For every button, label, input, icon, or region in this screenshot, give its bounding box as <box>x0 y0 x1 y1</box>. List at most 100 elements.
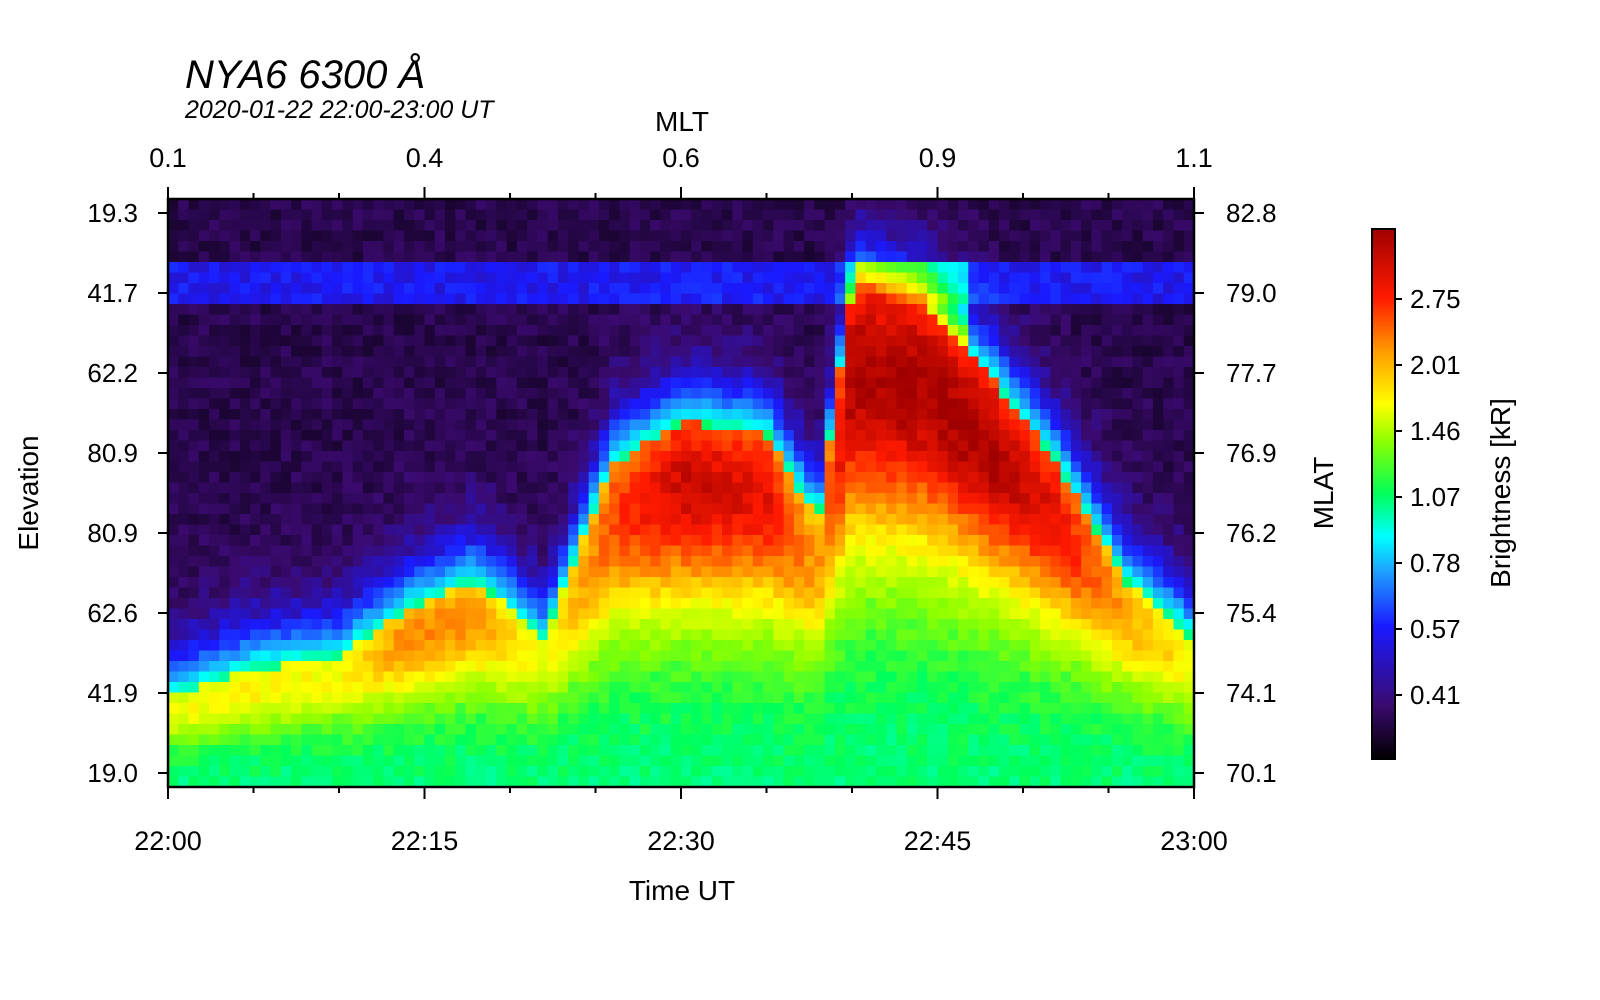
heatmap-cell <box>855 587 867 599</box>
heatmap-cell <box>814 220 826 232</box>
heatmap-cell <box>1029 314 1041 326</box>
heatmap-cell <box>824 776 836 788</box>
heatmap-cell <box>373 629 385 641</box>
heatmap-cell <box>598 535 610 547</box>
heatmap-cell <box>475 251 487 263</box>
heatmap-cell <box>250 451 261 463</box>
heatmap-cell <box>968 493 980 505</box>
heatmap-cell <box>886 220 898 232</box>
heatmap-cell <box>362 241 374 253</box>
heatmap-cell <box>988 682 1000 694</box>
heatmap-cell <box>403 608 415 620</box>
heatmap-cell <box>342 745 354 757</box>
heatmap-cell <box>434 367 446 379</box>
heatmap-cell <box>629 755 641 767</box>
heatmap-cell <box>229 703 241 715</box>
heatmap-cell <box>670 577 682 589</box>
heatmap-cell <box>886 209 898 221</box>
heatmap-cell <box>752 272 764 284</box>
heatmap-cell <box>1060 262 1072 274</box>
heatmap-cell <box>516 755 528 767</box>
heatmap-cell <box>691 650 703 662</box>
heatmap-cell <box>424 409 436 421</box>
heatmap-cell <box>260 524 272 536</box>
heatmap-cell <box>845 325 857 337</box>
heatmap-cell <box>1060 241 1072 253</box>
heatmap-cell <box>639 556 651 568</box>
heatmap-cell <box>516 629 528 641</box>
heatmap-cell <box>229 409 241 421</box>
heatmap-cell <box>875 598 887 610</box>
heatmap-cell <box>188 608 200 620</box>
heatmap-cell <box>927 419 939 431</box>
heatmap-cell <box>260 503 272 515</box>
heatmap-cell <box>834 325 846 337</box>
heatmap-cell <box>988 493 1000 505</box>
heatmap-cell <box>311 325 323 337</box>
heatmap-cell <box>1060 409 1072 421</box>
heatmap-cell <box>711 304 723 316</box>
heatmap-cell <box>250 629 261 641</box>
heatmap-cell <box>311 535 323 547</box>
heatmap-cell <box>424 766 436 778</box>
heatmap-cell <box>1060 199 1072 211</box>
heatmap-cell <box>906 566 918 578</box>
heatmap-cell <box>619 472 631 484</box>
heatmap-cell <box>916 230 928 242</box>
heatmap-cell <box>537 598 549 610</box>
heatmap-cell <box>332 755 344 767</box>
heatmap-cell <box>250 367 261 379</box>
heatmap-cell <box>906 251 918 263</box>
heatmap-cell <box>239 409 251 421</box>
heatmap-cell <box>988 388 1000 400</box>
heatmap-cell <box>783 356 795 368</box>
heatmap-cell <box>209 619 220 631</box>
heatmap-cell <box>403 283 415 295</box>
heatmap-cell <box>978 776 990 788</box>
heatmap-cell <box>311 251 323 263</box>
heatmap-cell <box>906 209 918 221</box>
heatmap-cell <box>722 419 733 431</box>
heatmap-cell <box>537 724 549 736</box>
heatmap-cell <box>598 587 610 599</box>
heatmap-cell <box>1029 661 1041 673</box>
heatmap-cell <box>947 566 959 578</box>
heatmap-cell <box>742 398 754 410</box>
heatmap-cell <box>393 419 405 431</box>
heatmap-cell <box>168 745 179 757</box>
heatmap-cell <box>1050 545 1062 557</box>
heatmap-cell <box>270 325 282 337</box>
heatmap-cell <box>701 251 713 263</box>
heatmap-cell <box>516 283 528 295</box>
heatmap-cell <box>270 692 282 704</box>
heatmap-cell <box>711 251 723 263</box>
heatmap-cell <box>999 398 1010 410</box>
heatmap-cell <box>178 608 190 620</box>
heatmap-cell <box>557 650 569 662</box>
heatmap-cell <box>639 220 651 232</box>
heatmap-cell <box>311 367 323 379</box>
heatmap-cell <box>988 461 1000 473</box>
heatmap-cell <box>229 503 241 515</box>
heatmap-cell <box>537 283 549 295</box>
heatmap-cell <box>588 650 600 662</box>
heatmap-cell <box>465 461 477 473</box>
heatmap-cell <box>988 262 1000 274</box>
heatmap-cell <box>475 556 487 568</box>
heatmap-cell <box>691 608 703 620</box>
heatmap-cell <box>845 734 857 746</box>
heatmap-cell <box>752 199 764 211</box>
heatmap-cell <box>1040 230 1051 242</box>
heatmap-cell <box>639 283 651 295</box>
heatmap-cell <box>824 734 836 746</box>
heatmap-cell <box>609 262 621 274</box>
heatmap-cell <box>434 724 446 736</box>
heatmap-cell <box>547 524 559 536</box>
heatmap-cell <box>424 272 436 284</box>
heatmap-cell <box>968 430 980 442</box>
heatmap-cell <box>260 703 272 715</box>
heatmap-cell <box>393 745 405 757</box>
heatmap-cell <box>321 640 333 652</box>
heatmap-cell <box>670 545 682 557</box>
heatmap-cell <box>968 619 980 631</box>
